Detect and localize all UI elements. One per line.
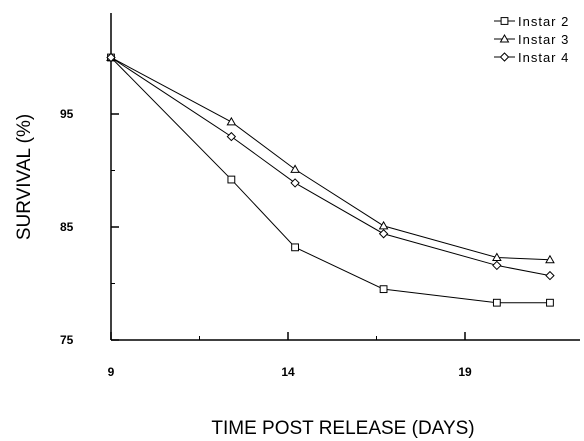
series-diamond (106, 52, 555, 281)
legend: Instar 2 Instar 3 Instar 4 (494, 14, 569, 65)
data-point (379, 285, 388, 294)
axes (110, 13, 580, 341)
x-axis-title: TIME POST RELEASE (DAYS) (211, 418, 474, 439)
data-point (546, 298, 554, 307)
series-line (110, 57, 550, 304)
y-tick-label: 95 (60, 107, 74, 121)
x-ticks: 9 14 19 (108, 332, 472, 379)
series-line (110, 57, 551, 277)
x-tick-label: 14 (281, 365, 295, 379)
y-ticks: 75 85 95 (60, 107, 119, 347)
data-point (291, 243, 299, 252)
data-point (290, 178, 300, 188)
series-layer (106, 52, 555, 307)
legend-entry: Instar 4 (494, 50, 569, 65)
data-point (106, 52, 116, 63)
data-point (492, 260, 502, 271)
legend-label: Instar 3 (518, 32, 569, 47)
data-point (378, 220, 389, 230)
x-tick-label: 19 (458, 365, 472, 379)
legend-marker (499, 33, 510, 43)
data-point (491, 252, 502, 262)
legend-label: Instar 2 (518, 14, 569, 29)
data-point (290, 164, 300, 173)
y-tick-label: 85 (60, 220, 74, 234)
legend-entry: Instar 3 (494, 32, 569, 47)
y-tick-label: 75 (60, 333, 74, 347)
series-triangle (106, 52, 555, 264)
legend-entry: Instar 2 (494, 14, 569, 29)
x-tick-label: 9 (108, 365, 115, 379)
data-point (226, 131, 237, 142)
data-point (545, 270, 555, 281)
legend-marker (499, 52, 510, 62)
data-point (378, 229, 389, 239)
data-point (226, 116, 237, 126)
legend-marker (500, 17, 509, 25)
legend-label: Instar 4 (518, 50, 569, 65)
data-point (227, 175, 236, 184)
data-point (545, 254, 555, 264)
data-point (492, 298, 501, 307)
y-axis-title: SURVIVAL (%) (14, 114, 35, 240)
series-line (110, 57, 550, 261)
